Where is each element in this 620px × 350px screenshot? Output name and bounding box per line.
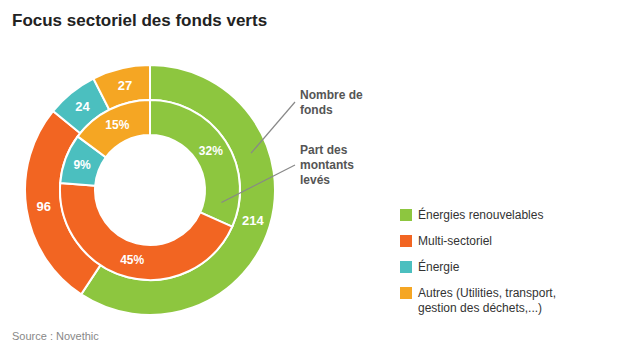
annotation-line	[251, 102, 295, 153]
legend-swatch	[400, 235, 412, 247]
legend-entry: Multi-sectoriel	[418, 234, 492, 248]
slice	[60, 183, 232, 280]
legend-entry: Autres (Utilities, transport,gestion des…	[418, 286, 556, 315]
data-label: 24	[75, 99, 90, 114]
legend-entry: Énergies renouvelables	[418, 207, 543, 222]
data-label: 45%	[120, 253, 144, 267]
data-label: 32%	[199, 144, 223, 158]
legend-swatch	[400, 261, 412, 273]
data-label: 15%	[105, 118, 129, 132]
data-label: 96	[37, 199, 51, 214]
legend-swatch	[400, 209, 412, 221]
annotation: Part desmontantslevés	[300, 143, 354, 187]
donut	[25, 65, 275, 315]
source: Source : Novethic	[12, 330, 99, 342]
data-label: 27	[118, 78, 132, 93]
legend: Énergies renouvelables Multi-sectoriel Éne…	[400, 207, 556, 315]
slice	[150, 100, 240, 227]
data-labels: 214 96 24 27 32% 45% 9% 15%	[37, 78, 265, 267]
data-label: 214	[242, 213, 264, 228]
annotation-line	[221, 165, 295, 203]
annotation: Nombre defonds	[300, 88, 363, 117]
data-label: 9%	[73, 158, 91, 172]
title: Focus sectoriel des fonds verts	[12, 11, 267, 30]
chart: Focus sectoriel des fonds verts Source : …	[0, 0, 620, 350]
legend-swatch	[400, 287, 412, 299]
legend-entry: Énergie	[418, 259, 460, 274]
